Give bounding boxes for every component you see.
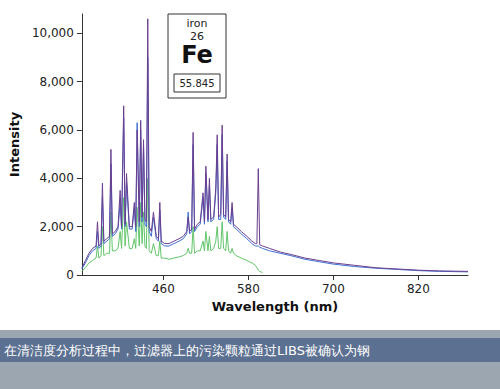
svg-text:0: 0 — [66, 268, 74, 282]
svg-text:8,000: 8,000 — [40, 75, 74, 89]
svg-text:55.845: 55.845 — [180, 78, 215, 89]
svg-text:Wavelength (nm): Wavelength (nm) — [212, 299, 338, 314]
svg-text:2,000: 2,000 — [40, 220, 74, 234]
svg-text:6,000: 6,000 — [40, 123, 74, 137]
svg-text:4,000: 4,000 — [40, 171, 74, 185]
svg-text:在清洁度分析过程中，过滤器上的污染颗粒通过LIBS被确认为钢: 在清洁度分析过程中，过滤器上的污染颗粒通过LIBS被确认为钢 — [4, 343, 370, 358]
svg-text:700: 700 — [322, 282, 345, 296]
svg-text:Intensity: Intensity — [7, 111, 22, 177]
svg-text:10,000: 10,000 — [32, 26, 74, 40]
svg-text:26: 26 — [190, 30, 204, 43]
svg-text:820: 820 — [407, 282, 430, 296]
svg-text:Fe: Fe — [181, 41, 213, 69]
svg-text:580: 580 — [237, 282, 260, 296]
svg-text:460: 460 — [152, 282, 175, 296]
svg-text:iron: iron — [186, 17, 207, 30]
